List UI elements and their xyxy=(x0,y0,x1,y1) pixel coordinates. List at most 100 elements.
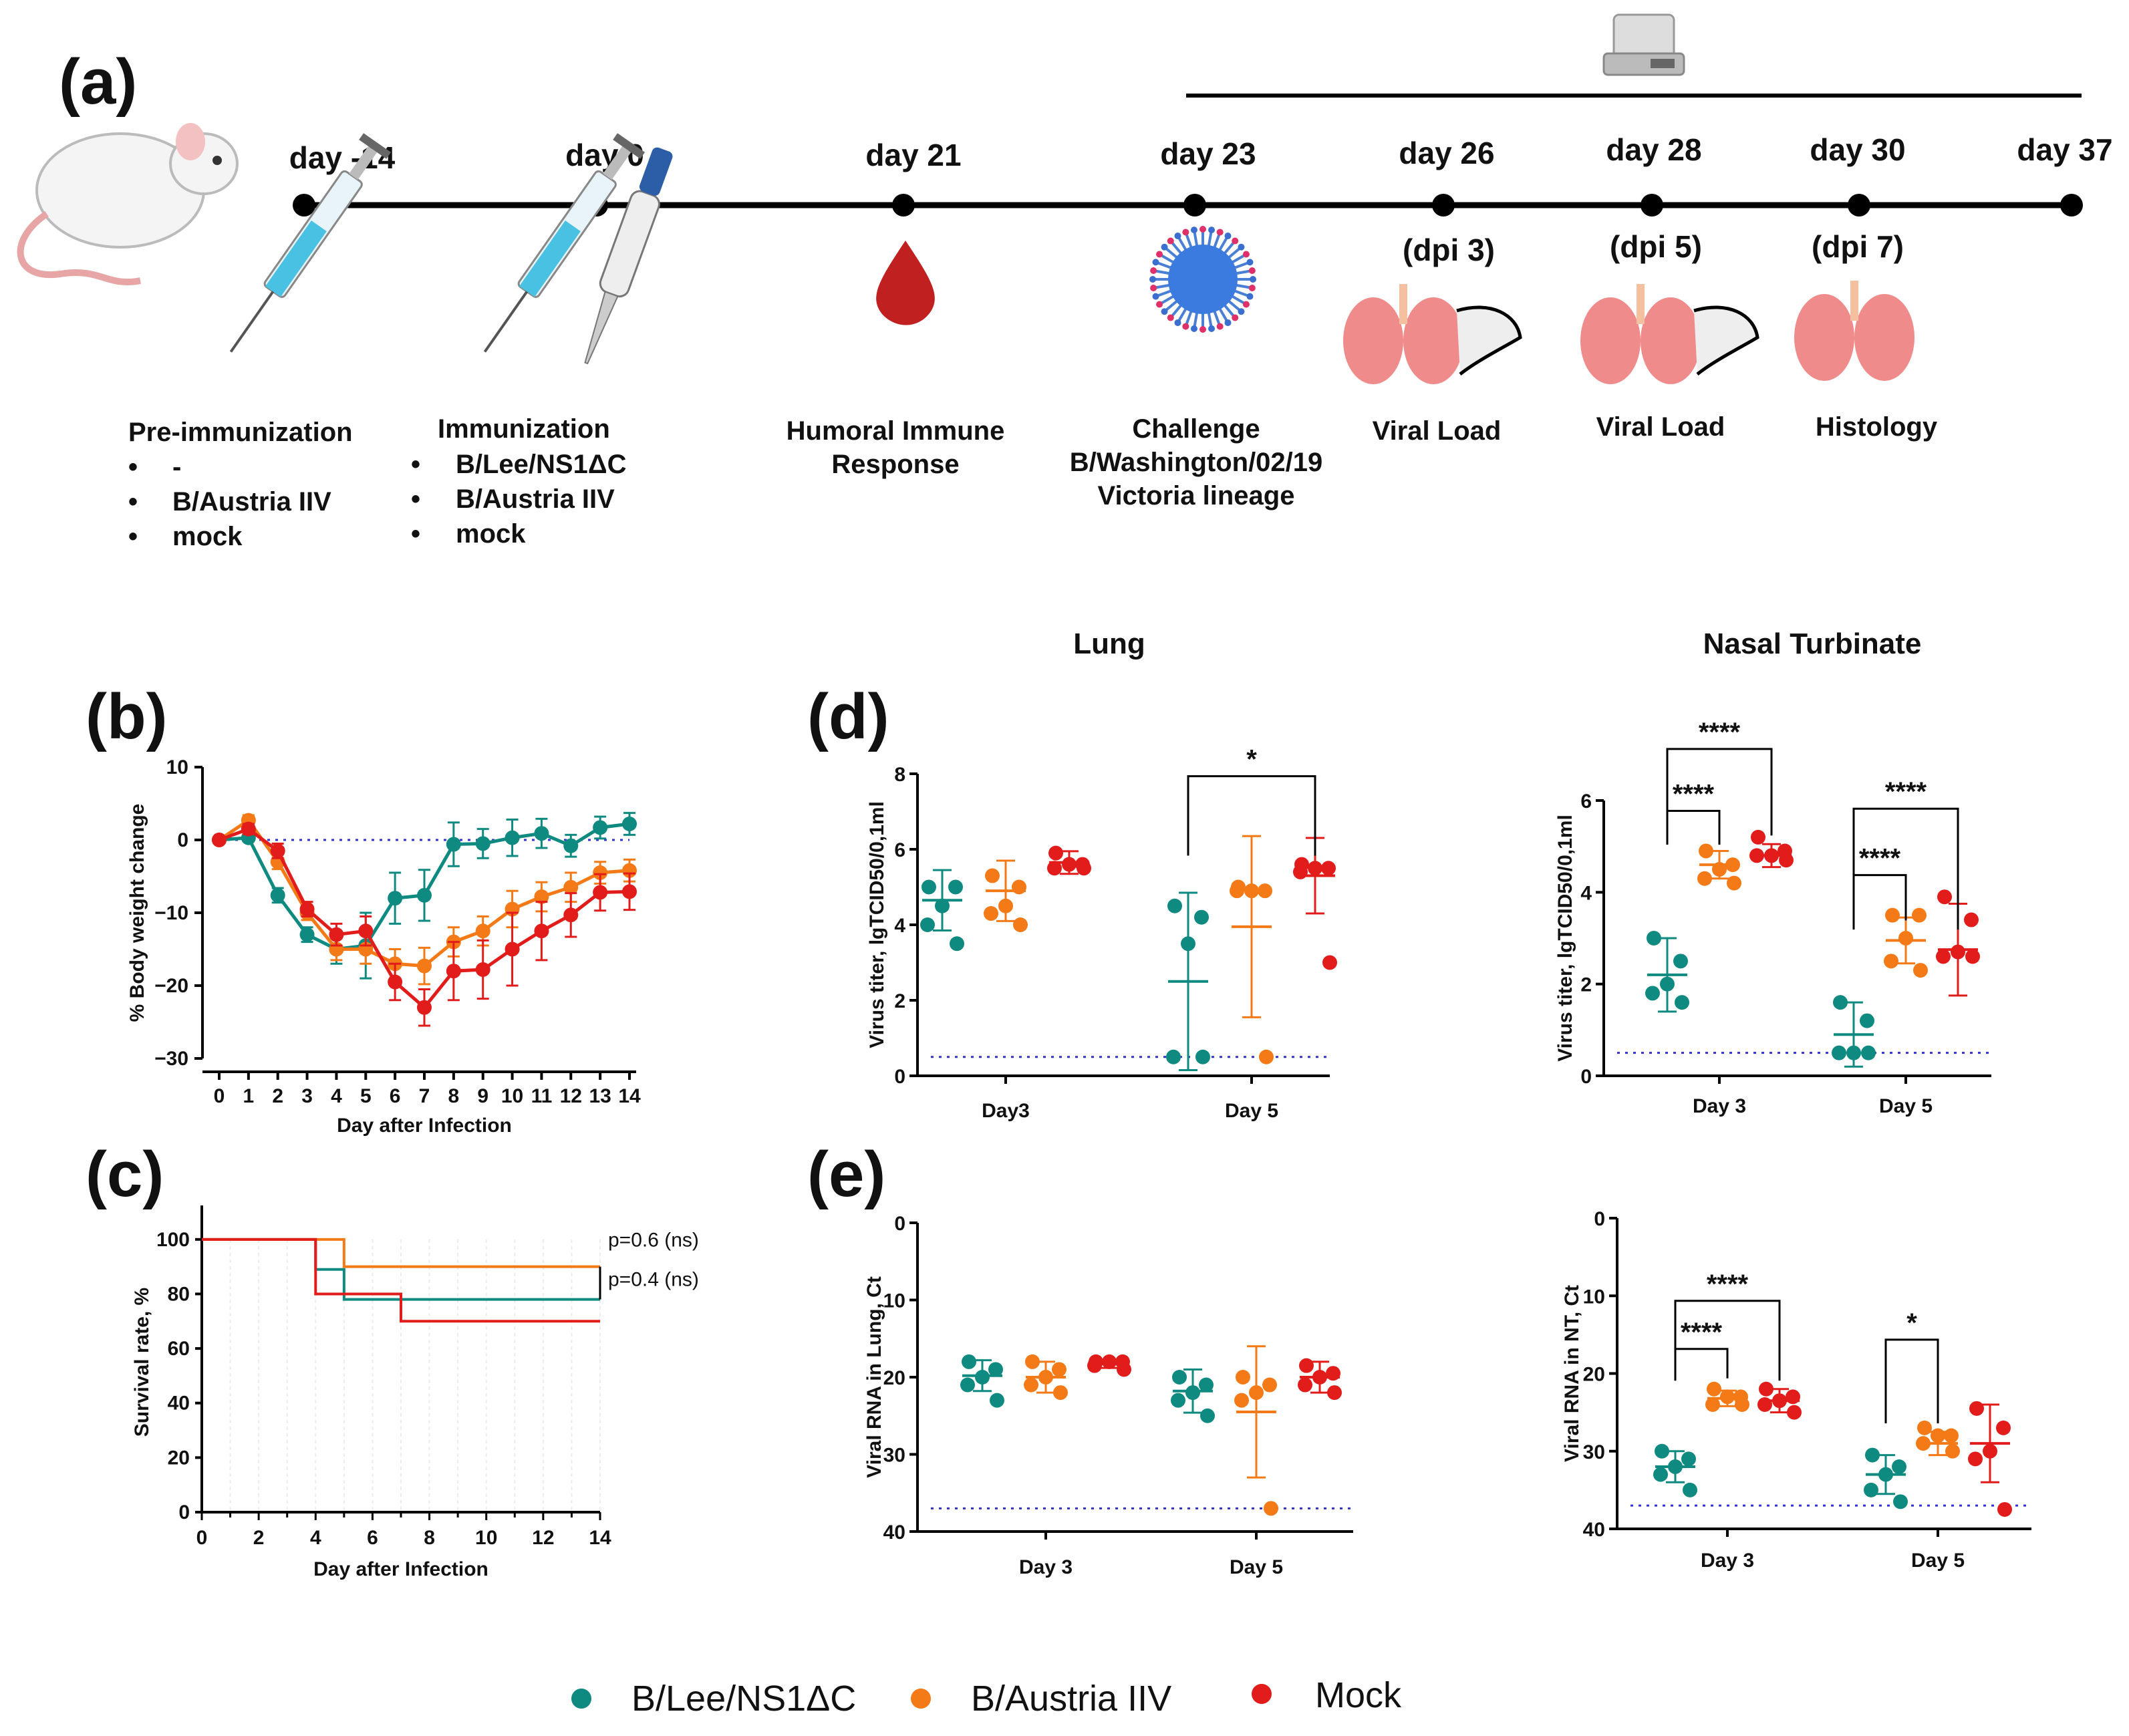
y-tick-label: 10 xyxy=(166,756,188,778)
dpi-label: (dpi 7) xyxy=(1812,229,1904,264)
data-point xyxy=(1052,1362,1067,1377)
timeline-dot xyxy=(892,194,915,216)
y-tick-label: 0 xyxy=(177,829,188,851)
lungs-icon xyxy=(1794,281,1914,381)
x-tick-label: Day3 xyxy=(982,1100,1030,1122)
data-point xyxy=(1968,1451,1983,1467)
data-point xyxy=(1258,883,1272,899)
significance-label: **** xyxy=(1699,718,1741,747)
data-point xyxy=(505,830,520,845)
data-point xyxy=(920,917,935,932)
data-point xyxy=(270,887,285,903)
humoral-caption: Humoral Immune xyxy=(787,416,1005,446)
x-tick-label: Day 3 xyxy=(1019,1556,1073,1578)
data-point xyxy=(1312,1370,1327,1385)
data-point xyxy=(1200,1408,1215,1423)
data-point xyxy=(1326,1366,1340,1381)
y-tick-label: 30 xyxy=(1583,1441,1605,1463)
data-point xyxy=(1931,1428,1945,1443)
virus-spike-tip xyxy=(1150,285,1157,292)
virus-spike-tip xyxy=(1216,323,1224,330)
legend-label: Mock xyxy=(1315,1675,1402,1715)
p-value-annotation: p=0.4 (ns) xyxy=(608,1269,699,1291)
y-tick-label: 20 xyxy=(168,1447,190,1469)
data-point xyxy=(388,891,403,906)
data-point xyxy=(960,1377,975,1393)
legend-marker xyxy=(911,1689,931,1709)
data-point xyxy=(990,1393,1004,1408)
virus-spike-tip xyxy=(1156,251,1163,258)
data-point xyxy=(329,927,344,942)
x-tick-label: 10 xyxy=(475,1527,497,1549)
virus-spike-tip xyxy=(1238,243,1245,251)
data-point xyxy=(1860,1013,1874,1028)
viral-load-caption: Viral Load xyxy=(1373,416,1502,446)
data-point xyxy=(1194,909,1209,925)
x-tick-label: 6 xyxy=(367,1527,378,1549)
data-point xyxy=(534,923,549,939)
data-point xyxy=(593,820,608,835)
x-tick-label: 12 xyxy=(532,1527,554,1549)
significance-bracket xyxy=(1674,1348,1729,1379)
data-point xyxy=(1916,1436,1931,1451)
pre-immunization-list: • - • B/Austria IIV • mock xyxy=(128,452,331,551)
data-point xyxy=(299,927,315,942)
data-point xyxy=(475,836,490,851)
data-point xyxy=(1199,1377,1214,1393)
data-point xyxy=(1166,1049,1181,1064)
x-tick-label: 14 xyxy=(589,1527,611,1549)
svg-text:•: • xyxy=(128,452,138,482)
data-point xyxy=(1707,1381,1721,1397)
virus-spike-tip xyxy=(1238,308,1245,315)
data-point xyxy=(1264,1501,1278,1516)
x-tick-label: 4 xyxy=(310,1527,321,1549)
y-tick-label: 2 xyxy=(894,990,905,1012)
list-item: B/Lee/NS1ΔC xyxy=(456,450,627,479)
lung-rna-chart: 0 10 20 30 40 Viral RNA in Lung, Ct Day 3 Day 5 xyxy=(863,1213,1353,1578)
significance-bracket xyxy=(1666,810,1721,845)
list-item: - xyxy=(172,452,181,482)
significance-label: **** xyxy=(1681,1318,1723,1347)
data-point xyxy=(475,962,490,978)
data-point xyxy=(1705,1397,1720,1412)
data-point xyxy=(1861,1045,1876,1060)
svg-text:•: • xyxy=(411,450,420,479)
x-tick-label: 2 xyxy=(253,1527,265,1549)
virus-spike-tip xyxy=(1232,237,1239,245)
x-axis-label: Day after Infection xyxy=(337,1115,512,1137)
data-point xyxy=(1965,949,1980,964)
data-point xyxy=(1779,853,1794,868)
y-tick-label: 8 xyxy=(894,764,905,786)
virus-spike-tip xyxy=(1224,233,1232,240)
y-tick-label: 6 xyxy=(894,839,905,861)
virus-spike-tip xyxy=(1152,293,1159,300)
pre-immunization-title: Pre-immunization xyxy=(128,418,353,447)
data-point xyxy=(1321,861,1336,876)
lung-titer-chart: 0 2 4 6 8 Virus titer, lgTCID50/0,1ml Day3 Day … xyxy=(866,745,1337,1122)
data-point xyxy=(1117,1362,1131,1377)
pipette-icon xyxy=(584,147,673,365)
x-tick-label: Day 5 xyxy=(1230,1556,1283,1578)
data-point xyxy=(1720,1389,1735,1405)
virus-spike-tip xyxy=(1242,251,1250,258)
data-point xyxy=(1024,1377,1038,1393)
data-point xyxy=(1681,1451,1696,1467)
data-point xyxy=(1185,1385,1200,1401)
virus-spike-tip xyxy=(1242,301,1250,308)
data-point xyxy=(1167,898,1182,913)
data-point xyxy=(388,974,403,990)
data-point xyxy=(998,898,1013,913)
legend-marker xyxy=(1252,1684,1272,1704)
data-point xyxy=(1171,1393,1185,1408)
x-tick-label: 12 xyxy=(560,1085,582,1107)
y-tick-label: 40 xyxy=(168,1393,190,1415)
virus-spike-tip xyxy=(1167,237,1174,245)
data-point xyxy=(1945,1443,1960,1459)
virus-spike-tip xyxy=(1248,285,1256,292)
x-tick-label: 13 xyxy=(589,1085,611,1107)
data-point xyxy=(1697,871,1712,886)
data-point xyxy=(1249,1385,1264,1401)
significance-bracket xyxy=(1666,748,1773,836)
timeline-day: day 37 xyxy=(2017,132,2112,167)
